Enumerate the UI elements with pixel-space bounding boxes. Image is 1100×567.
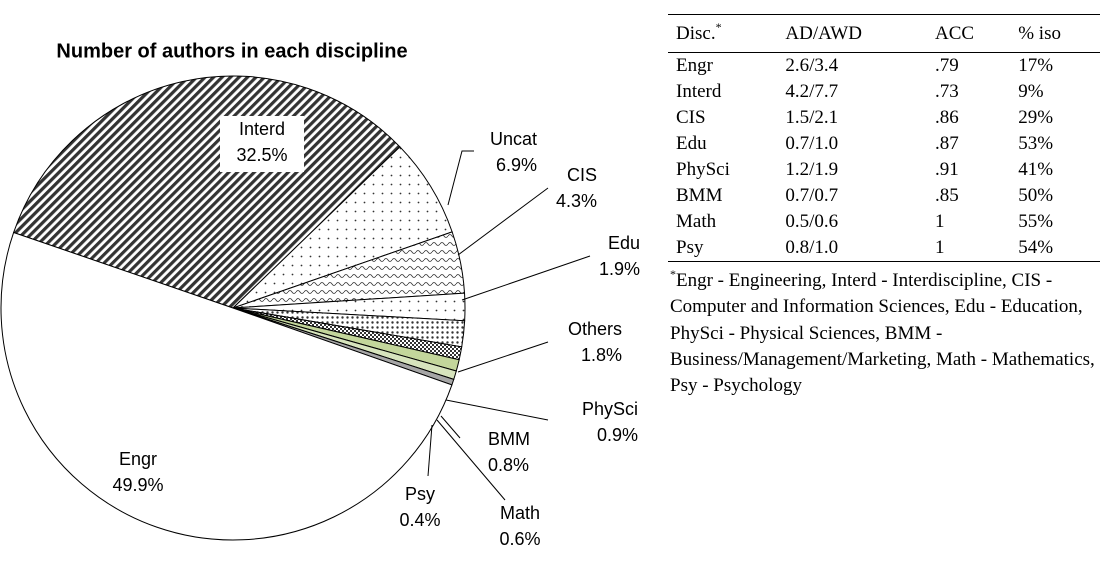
slice-value-label: 1.8% — [581, 345, 622, 365]
table-cell: .79 — [934, 55, 959, 76]
stats-table: Disc.* AD/AWD ACC% iso Engr 2.6/3.4.79 17% In… — [668, 14, 1100, 399]
pie-chart: Number of authors in each discipline Int… — [0, 40, 640, 549]
table-row: Edu 0.7/1.0 .87 53% — [668, 131, 1100, 157]
header-cell: ACC — [927, 15, 1010, 53]
table-row: PhySci 1.2/1.9 .91 41% — [668, 157, 1100, 183]
slice-value-label: 0.8% — [488, 455, 529, 475]
table-cell: 2.6/3.4 — [785, 55, 839, 76]
table-cell: .73 — [934, 81, 959, 102]
slice-value-label: 4.3% — [556, 191, 597, 211]
header-row: Disc.* AD/AWD ACC % iso — [668, 14, 1100, 53]
table-cell: .85 — [934, 185, 959, 206]
slice-label: Psy — [405, 484, 435, 504]
leader-line — [457, 341, 549, 373]
footnote: *Engr - Engineering, Interd - Interdisci… — [668, 262, 1100, 399]
table-cell: 4.2/7.7 — [785, 81, 839, 102]
header-text: ACC — [934, 22, 975, 44]
table-cell: .87 — [934, 133, 959, 154]
table-cell: 1.2/1.9 — [785, 159, 839, 180]
slice-value-label: 32.5% — [236, 145, 287, 165]
leader-line — [457, 187, 549, 256]
note-mark: * — [715, 19, 722, 34]
slice-label: Others — [568, 319, 622, 339]
table-cell: Engr — [676, 55, 713, 76]
slice-value-label: 49.9% — [112, 475, 163, 495]
slice-label: CIS — [567, 165, 597, 185]
slice-label: Engr — [119, 449, 157, 469]
header-text: AD/AWD — [785, 22, 862, 44]
table-cell: 0.7/1.0 — [785, 133, 839, 154]
table-cell: 0.5/0.6 — [785, 211, 839, 232]
table-row: Psy 0.8/1.0 1 54% — [668, 235, 1100, 262]
leader-line — [445, 399, 549, 421]
footnote-text: Engr - Engineering, Interd - Interdiscip… — [670, 270, 1095, 397]
slice-label: Interd — [239, 119, 285, 139]
table-cell: 0.7/0.7 — [785, 185, 839, 206]
table-row: Math 0.5/0.6 1 55% — [668, 209, 1100, 235]
table-cell: Interd — [676, 81, 722, 102]
table-cell: .86 — [934, 107, 959, 128]
table-cell: 53% — [1018, 133, 1054, 154]
slice-value-label: 0.4% — [399, 510, 440, 530]
note-mark: * — [670, 267, 676, 281]
pie-slice — [0, 231, 453, 541]
slice-label: PhySci — [582, 399, 638, 419]
table-cell: BMM — [676, 185, 723, 206]
table-cell: Psy — [676, 237, 704, 258]
header-cell: Disc.* — [668, 15, 777, 53]
leader-line — [447, 150, 474, 206]
header-cell: AD/AWD — [777, 15, 927, 53]
table-cell: PhySci — [676, 159, 730, 180]
table-cell: 0.8/1.0 — [785, 237, 839, 258]
table-cell: 54% — [1018, 237, 1054, 258]
table-row: CIS 1.5/2.1 .86 29% — [668, 105, 1100, 131]
table-cell: 50% — [1018, 185, 1054, 206]
table-cell: CIS — [676, 107, 706, 128]
slice-value-label: 0.9% — [597, 425, 638, 445]
chart-title: Number of authors in each discipline — [56, 40, 407, 62]
table-cell: 1 — [934, 211, 945, 232]
table-row: BMM 0.7/0.7 .85 50% — [668, 183, 1100, 209]
table-cell: .91 — [934, 159, 959, 180]
slice-value-label: 1.9% — [599, 259, 640, 279]
header-text: Disc. — [676, 22, 716, 44]
table-cell: Math — [676, 211, 717, 232]
label-bg — [220, 116, 304, 172]
header-text: % iso — [1018, 22, 1061, 44]
table: Disc.* AD/AWD ACC % iso Engr 2.6/3.4 .79 17% In… — [668, 14, 1100, 262]
table-cell: 29% — [1018, 107, 1054, 128]
header-cell: % iso — [1010, 15, 1100, 53]
leader-line — [436, 419, 506, 501]
leader-line — [440, 415, 461, 439]
table-cell: Edu — [676, 133, 707, 154]
leader-line — [427, 424, 433, 477]
table-cell: 1 — [934, 237, 945, 258]
table-cell: 41% — [1018, 159, 1054, 180]
table-cell: 9% — [1018, 81, 1044, 102]
slice-label: Uncat — [490, 129, 537, 149]
table-cell: 1.5/2.1 — [785, 107, 839, 128]
table-cell: 17% — [1018, 55, 1054, 76]
table-cell: 55% — [1018, 211, 1054, 232]
slice-label: Edu — [608, 233, 640, 253]
table-row: Interd 4.2/7.7 .73 9% — [668, 79, 1100, 105]
slice-value-label: 0.6% — [499, 529, 540, 549]
slice-value-label: 6.9% — [496, 155, 537, 175]
slice-label: BMM — [488, 429, 530, 449]
leader-line — [461, 255, 591, 301]
table-row: Engr 2.6/3.4 .79 17% — [668, 53, 1100, 80]
slice-label: Math — [500, 503, 540, 523]
